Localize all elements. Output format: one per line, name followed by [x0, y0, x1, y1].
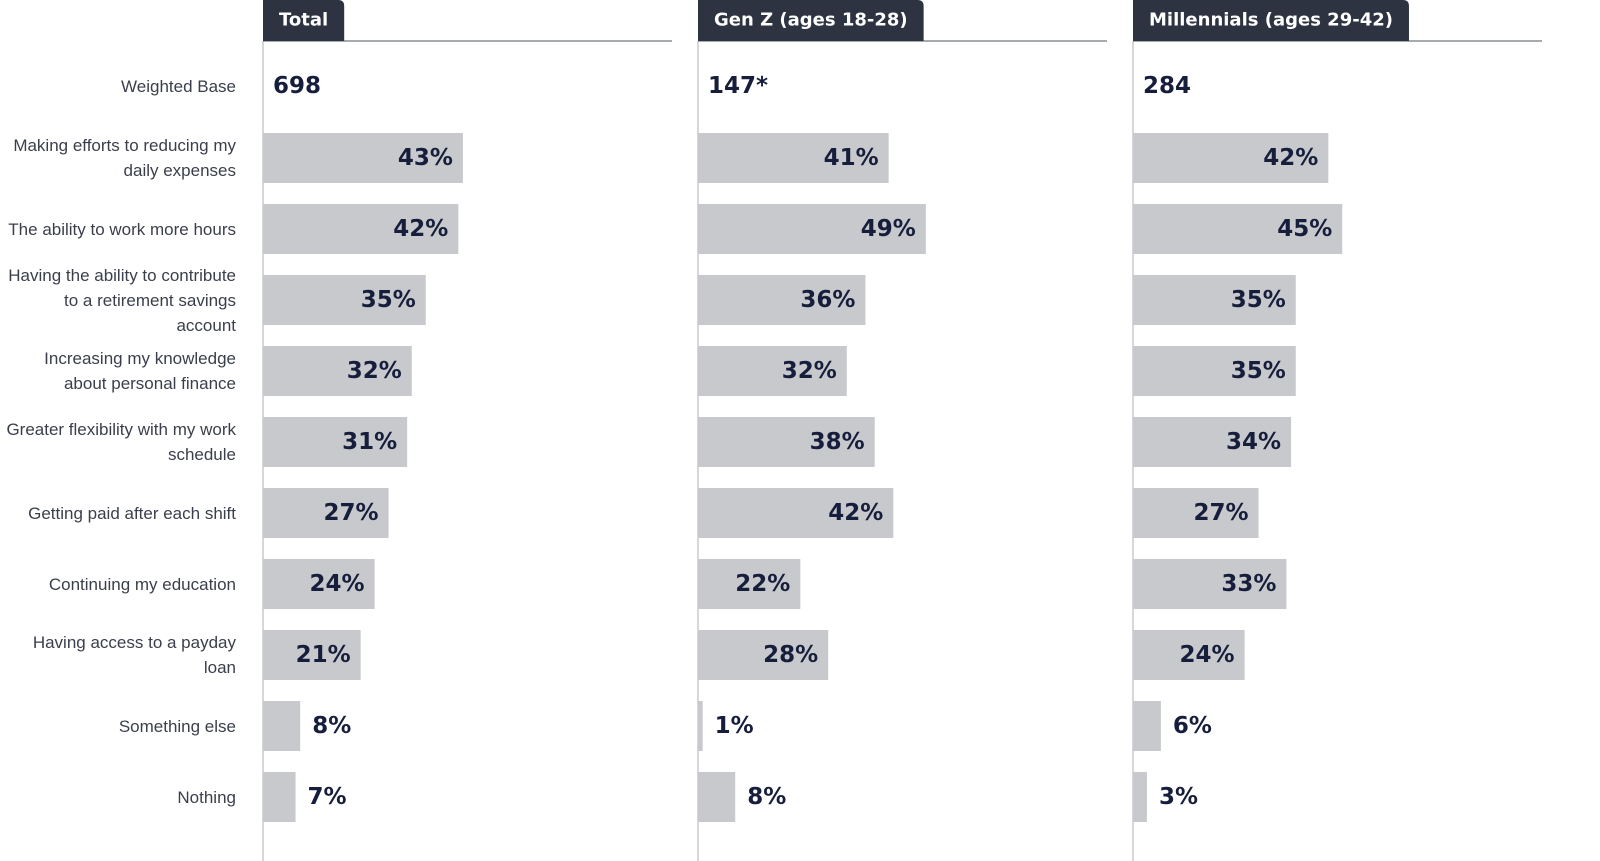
panel-title: Total — [279, 10, 328, 31]
bar — [698, 346, 847, 396]
bar — [1133, 204, 1343, 254]
bar — [698, 488, 894, 538]
bar — [1133, 630, 1245, 680]
category-label: Something else — [118, 716, 236, 736]
bar — [1133, 772, 1147, 822]
bar — [263, 417, 408, 467]
value-label: 42% — [393, 216, 448, 242]
value-label: 41% — [824, 145, 879, 171]
value-label: 38% — [810, 429, 865, 455]
value-label: 24% — [310, 571, 365, 597]
panel-title: Millennials (ages 29-42) — [1149, 10, 1393, 31]
bar — [263, 488, 389, 538]
value-label: 31% — [342, 429, 397, 455]
bar — [698, 630, 829, 680]
header-tab — [698, 0, 924, 41]
bar — [1133, 559, 1287, 609]
bar — [698, 772, 736, 822]
value-label: 21% — [296, 642, 351, 668]
value-label: 42% — [1263, 145, 1318, 171]
value-label: 28% — [763, 642, 818, 668]
bar — [263, 275, 426, 325]
value-label: 32% — [347, 358, 402, 384]
category-label: Continuing my education — [48, 574, 236, 594]
bar — [263, 772, 296, 822]
bar — [1133, 701, 1161, 751]
value-label: 8% — [312, 713, 351, 739]
bar — [698, 275, 866, 325]
value-label: 32% — [782, 358, 837, 384]
value-label: 43% — [398, 145, 453, 171]
bar — [263, 133, 463, 183]
value-label: 35% — [1231, 287, 1286, 313]
value-label: 1% — [715, 713, 754, 739]
bar — [263, 204, 459, 254]
bar — [1133, 417, 1292, 467]
value-label: 42% — [828, 500, 883, 526]
bar — [698, 133, 889, 183]
category-label: Nothing — [177, 787, 236, 807]
value-label: 27% — [1193, 500, 1248, 526]
panel-title: Gen Z (ages 18-28) — [714, 10, 908, 31]
value-label: 34% — [1226, 429, 1281, 455]
value-label: 22% — [735, 571, 790, 597]
bar — [263, 701, 301, 751]
category-label: Having access to a payday loan — [32, 633, 236, 677]
bar — [1133, 488, 1259, 538]
value-label: 45% — [1277, 216, 1332, 242]
bar — [698, 417, 875, 467]
header-tab — [263, 0, 345, 41]
value-label: 35% — [1231, 358, 1286, 384]
category-label: Having the ability to contribute to a re… — [8, 265, 236, 335]
value-label: 24% — [1180, 642, 1235, 668]
value-label: 7% — [308, 784, 347, 810]
bar — [263, 630, 361, 680]
value-label: 3% — [1159, 784, 1198, 810]
weighted-base: 284 — [1143, 73, 1191, 99]
bar — [263, 559, 375, 609]
weighted-base: 147* — [708, 73, 768, 99]
value-label: 8% — [747, 784, 786, 810]
row-label: Weighted Base — [121, 76, 236, 96]
bar — [698, 701, 703, 751]
bar — [1133, 275, 1296, 325]
bar — [698, 204, 926, 254]
value-label: 6% — [1173, 713, 1212, 739]
category-label: Making efforts to reducing my daily expe… — [13, 136, 236, 180]
value-label: 33% — [1221, 571, 1276, 597]
category-label: Increasing my knowledge about personal f… — [44, 349, 236, 393]
header-tab — [1133, 0, 1409, 41]
value-label: 36% — [800, 287, 855, 313]
bar — [698, 559, 801, 609]
weighted-base: 698 — [273, 73, 321, 99]
value-label: 35% — [361, 287, 416, 313]
category-label: Greater flexibility with my work schedul… — [6, 420, 236, 464]
bar — [1133, 346, 1296, 396]
category-label: The ability to work more hours — [8, 219, 236, 239]
value-label: 49% — [861, 216, 916, 242]
category-label: Getting paid after each shift — [28, 503, 236, 523]
bar — [263, 346, 412, 396]
bar — [1133, 133, 1329, 183]
value-label: 27% — [323, 500, 378, 526]
